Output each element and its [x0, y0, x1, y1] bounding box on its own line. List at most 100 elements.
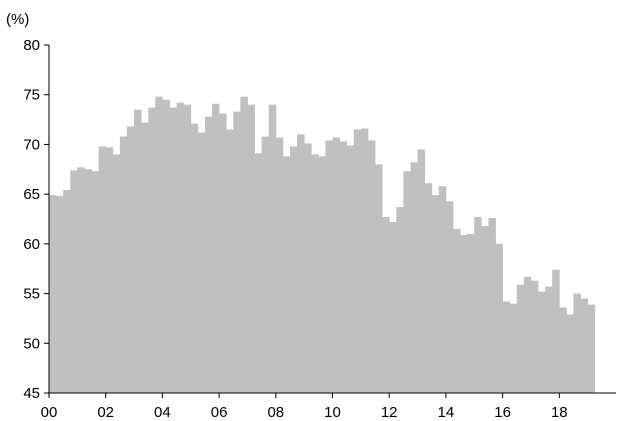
area-bar	[445, 201, 454, 393]
area-bar	[424, 183, 433, 393]
x-tick-label: 18	[551, 404, 568, 421]
area-bar	[190, 123, 199, 394]
area-bar	[226, 129, 234, 393]
x-tick-label: 00	[41, 404, 58, 421]
area-bar	[183, 104, 192, 393]
area-bar	[311, 154, 319, 393]
area-bar	[268, 104, 277, 393]
area-bar	[530, 280, 539, 393]
area-bar	[516, 284, 525, 393]
area-bar	[431, 195, 440, 393]
area-bar	[375, 164, 383, 393]
area-bar	[141, 122, 149, 394]
area-bar	[169, 107, 177, 393]
y-tick-label: 75	[23, 87, 40, 104]
area-bar	[410, 162, 418, 393]
area-bar	[119, 136, 128, 393]
area-bar	[360, 128, 369, 393]
y-tick-label: 50	[23, 335, 40, 352]
area-bar	[240, 96, 248, 393]
y-axis-ticks: 45 50 55 60 65 70 75 80	[23, 37, 49, 402]
area-bar	[282, 156, 291, 393]
area-bar	[417, 149, 426, 393]
area-bar	[84, 169, 92, 393]
area-bar	[389, 221, 397, 393]
area-bar	[481, 225, 489, 393]
area-bar	[403, 171, 411, 393]
area-bar	[367, 140, 376, 393]
area-bar	[275, 137, 284, 393]
area-bar	[98, 146, 107, 393]
y-tick-label: 55	[23, 286, 40, 303]
area-bar	[134, 109, 142, 393]
area-bar	[559, 307, 567, 393]
area-bar	[538, 291, 546, 393]
area-bar	[254, 153, 263, 393]
area-bar	[523, 276, 532, 393]
area-bar	[261, 136, 270, 393]
area-bar	[247, 104, 255, 393]
x-tick-label: 08	[267, 404, 284, 421]
area-bar	[289, 146, 298, 393]
x-tick-label: 16	[494, 404, 511, 421]
area-bar	[545, 286, 553, 393]
area-bar	[467, 233, 475, 393]
area-bar	[148, 107, 156, 393]
y-axis-unit-label: (%)	[6, 11, 29, 28]
area-bar	[212, 103, 220, 393]
area-bar	[452, 228, 461, 393]
area-bar	[219, 113, 227, 394]
area-bar	[502, 301, 511, 393]
area-bar	[438, 186, 447, 393]
y-tick-label: 65	[23, 186, 40, 203]
area-bar	[105, 147, 114, 393]
y-tick-label: 80	[23, 37, 40, 54]
x-tick-label: 04	[154, 404, 171, 421]
area-bar	[566, 314, 574, 393]
area-bar	[297, 134, 305, 394]
area-bar	[112, 154, 121, 393]
x-tick-label: 02	[97, 404, 114, 421]
area-bar	[63, 190, 71, 393]
area-bar	[353, 129, 362, 393]
area-bar	[70, 170, 78, 393]
x-tick-label: 06	[211, 404, 228, 421]
area-bar	[339, 141, 348, 393]
area-bar	[91, 171, 100, 393]
area-bar	[332, 137, 340, 393]
area-bar	[304, 143, 312, 393]
area-bar	[197, 132, 206, 393]
area-bar	[318, 156, 326, 393]
y-tick-label: 45	[23, 385, 40, 402]
area-bar	[382, 217, 390, 393]
area-bar	[176, 102, 185, 394]
area-bar	[346, 145, 355, 393]
area-bar	[155, 96, 163, 393]
area-bar	[162, 99, 170, 393]
x-tick-label: 14	[438, 404, 455, 421]
area-bar	[509, 303, 518, 393]
area-bar	[233, 111, 241, 394]
x-axis-ticks: 00 02 04 06 08 10 12 14 16 18	[41, 393, 568, 421]
area-bar	[56, 196, 64, 393]
area-bar	[49, 195, 57, 393]
area-series	[49, 96, 596, 394]
area-bar	[573, 293, 581, 393]
x-tick-label: 10	[324, 404, 341, 421]
area-bar	[204, 116, 213, 393]
area-bar	[580, 298, 589, 393]
area-bar	[396, 207, 404, 393]
x-tick-label: 12	[381, 404, 398, 421]
area-bar	[460, 234, 468, 393]
y-tick-label: 70	[23, 136, 40, 153]
y-tick-label: 60	[23, 236, 40, 253]
area-bar	[474, 217, 482, 393]
area-bar	[325, 140, 333, 393]
area-bar	[587, 304, 596, 393]
area-bar	[126, 126, 135, 393]
area-bar	[495, 243, 503, 393]
area-bar	[77, 167, 85, 393]
area-bar	[552, 269, 560, 393]
